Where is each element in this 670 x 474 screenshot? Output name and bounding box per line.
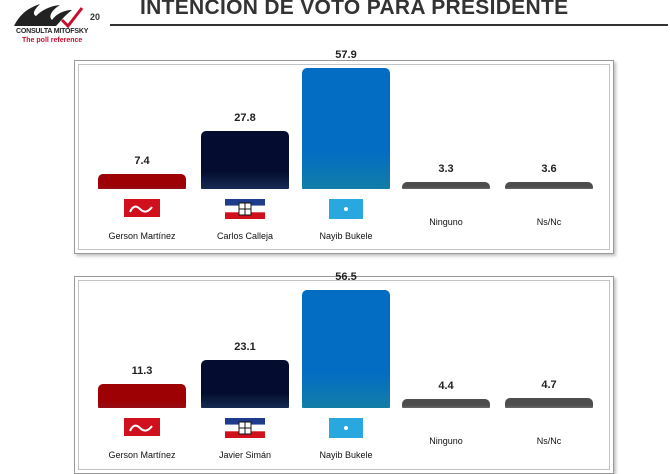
category-label: Nayib Bukele bbox=[319, 450, 373, 460]
arena-flag-icon bbox=[225, 418, 265, 438]
chart-panel-2: 11.3 Gerson Martínez 23.1 Javier Simán 56.5 N… bbox=[74, 271, 614, 474]
fmln-logo-icon bbox=[124, 199, 160, 217]
category-label: Carlos Calleja bbox=[216, 231, 274, 241]
bar bbox=[201, 131, 289, 189]
bar-value-label: 11.3 bbox=[131, 365, 153, 378]
bar-value-label: 27.8 bbox=[234, 112, 256, 125]
bar-value-label: 56.5 bbox=[335, 271, 357, 284]
category-label: Ninguno bbox=[429, 217, 463, 227]
bar-value-label: 23.1 bbox=[234, 340, 256, 353]
bar-value-label: 4.4 bbox=[438, 379, 454, 392]
bar-value-label: 7.4 bbox=[134, 154, 150, 167]
arena-flag-icon bbox=[225, 199, 265, 219]
chart-panel-1: 7.4 Gerson Martínez 27.8 Carlos Calleja 57.9… bbox=[74, 49, 614, 254]
category-label: Javier Simán bbox=[218, 450, 272, 460]
category-label: Ns/Nc bbox=[536, 217, 562, 227]
bar bbox=[98, 173, 186, 189]
bar bbox=[98, 384, 186, 408]
category-label: Gerson Martínez bbox=[108, 450, 176, 460]
bar bbox=[505, 181, 593, 189]
category-label: Gerson Martínez bbox=[108, 231, 176, 241]
eagle-icon bbox=[14, 4, 84, 29]
mitofsky-logo: 20 CONSULTA MITOFSKY The poll reference bbox=[10, 0, 102, 50]
gana-flag-icon bbox=[329, 199, 363, 219]
bar bbox=[402, 182, 490, 189]
bar-value-label: 4.7 bbox=[541, 379, 557, 392]
bar bbox=[302, 68, 390, 189]
bar bbox=[302, 290, 390, 408]
title-underline bbox=[110, 24, 668, 26]
bar-value-label: 3.6 bbox=[541, 162, 557, 175]
gana-flag-icon bbox=[329, 418, 363, 438]
category-label: Ns/Nc bbox=[536, 436, 562, 446]
bar-value-label: 57.9 bbox=[335, 49, 357, 62]
fmln-logo-icon bbox=[124, 418, 160, 436]
bar bbox=[402, 398, 490, 408]
bar-value-label: 3.3 bbox=[438, 163, 454, 176]
brand-tagline: The poll reference bbox=[22, 37, 83, 44]
bar bbox=[201, 359, 289, 408]
brand-name: CONSULTA MITOFSKY bbox=[16, 28, 89, 35]
page-title: INTENCIÓN DE VOTO PARA PRESIDENTE bbox=[140, 0, 569, 19]
anniversary-badge: 20 bbox=[90, 12, 101, 22]
bar bbox=[505, 398, 593, 408]
category-label: Ninguno bbox=[429, 436, 463, 446]
panel-inner-border bbox=[78, 64, 610, 250]
category-label: Nayib Bukele bbox=[319, 231, 373, 241]
